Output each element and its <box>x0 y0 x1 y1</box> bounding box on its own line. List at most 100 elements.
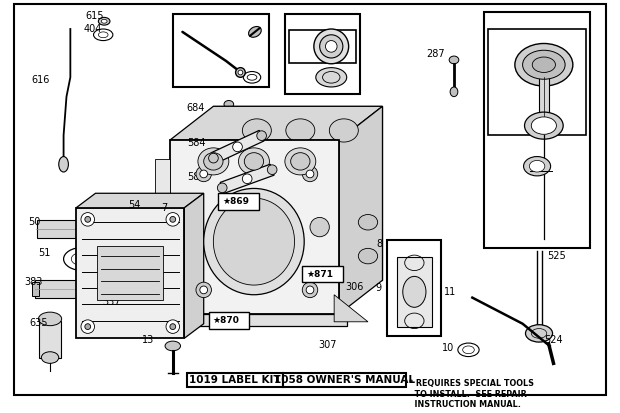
Ellipse shape <box>329 119 358 142</box>
Polygon shape <box>334 295 368 322</box>
Bar <box>35 280 81 298</box>
Circle shape <box>85 324 91 330</box>
Ellipse shape <box>529 160 545 172</box>
Text: ★871: ★871 <box>306 269 333 278</box>
Ellipse shape <box>242 119 272 142</box>
Circle shape <box>303 166 317 182</box>
Text: ★870: ★870 <box>213 316 239 325</box>
Ellipse shape <box>320 35 343 58</box>
Circle shape <box>267 165 277 175</box>
Circle shape <box>81 213 94 226</box>
Polygon shape <box>76 193 204 208</box>
Text: 8: 8 <box>377 239 383 249</box>
Text: 684: 684 <box>186 103 205 113</box>
Text: * REQUIRES SPECIAL TOOLS
  TO INSTALL.  SEE REPAIR
  INSTRUCTION MANUAL.: * REQUIRES SPECIAL TOOLS TO INSTALL. SEE… <box>409 379 534 409</box>
Text: 3: 3 <box>293 67 299 78</box>
Ellipse shape <box>526 325 552 342</box>
Bar <box>285 14 360 94</box>
Ellipse shape <box>244 153 264 170</box>
Circle shape <box>200 170 208 178</box>
Text: 847: 847 <box>488 16 508 26</box>
Ellipse shape <box>531 117 556 134</box>
Text: 51: 51 <box>38 248 51 258</box>
Ellipse shape <box>285 148 316 175</box>
Text: 383: 383 <box>24 277 42 287</box>
Text: 50: 50 <box>28 217 40 227</box>
Ellipse shape <box>42 352 59 363</box>
Ellipse shape <box>286 119 315 142</box>
Ellipse shape <box>99 17 110 25</box>
Bar <box>218 193 259 210</box>
Ellipse shape <box>198 148 229 175</box>
Circle shape <box>200 286 208 294</box>
Polygon shape <box>211 131 264 164</box>
Ellipse shape <box>358 248 378 264</box>
Polygon shape <box>184 193 204 338</box>
Ellipse shape <box>316 68 347 87</box>
Circle shape <box>166 213 180 226</box>
Text: 5: 5 <box>110 290 116 300</box>
Ellipse shape <box>38 312 61 326</box>
Polygon shape <box>220 164 274 193</box>
Text: 337: 337 <box>102 297 121 307</box>
Circle shape <box>306 170 314 178</box>
Circle shape <box>236 68 246 77</box>
Ellipse shape <box>59 157 68 172</box>
Ellipse shape <box>314 29 348 64</box>
Text: 562: 562 <box>231 19 249 29</box>
Text: 1: 1 <box>294 13 301 24</box>
Ellipse shape <box>291 153 310 170</box>
Bar <box>397 257 432 327</box>
Circle shape <box>196 282 211 298</box>
Ellipse shape <box>165 341 180 351</box>
Bar <box>170 140 339 314</box>
Text: 9: 9 <box>376 283 382 293</box>
Bar <box>187 373 283 387</box>
Ellipse shape <box>326 40 337 52</box>
Circle shape <box>166 320 180 333</box>
Circle shape <box>242 174 252 184</box>
Ellipse shape <box>523 157 551 176</box>
Bar <box>97 247 163 299</box>
Text: 505: 505 <box>210 70 228 81</box>
Ellipse shape <box>523 50 565 79</box>
Ellipse shape <box>204 153 223 170</box>
Ellipse shape <box>403 276 426 307</box>
Bar <box>78 282 86 296</box>
Ellipse shape <box>449 56 459 64</box>
Ellipse shape <box>224 100 234 108</box>
Ellipse shape <box>101 19 107 23</box>
Circle shape <box>208 153 218 163</box>
Circle shape <box>81 320 94 333</box>
Polygon shape <box>339 106 383 314</box>
Bar <box>283 373 406 387</box>
Text: 287: 287 <box>426 49 445 59</box>
Ellipse shape <box>525 112 563 139</box>
Ellipse shape <box>515 43 573 86</box>
Bar <box>289 30 356 63</box>
Circle shape <box>306 286 314 294</box>
Polygon shape <box>213 106 383 280</box>
Bar <box>303 266 343 282</box>
Bar <box>208 312 249 329</box>
Circle shape <box>170 324 175 330</box>
Text: 307: 307 <box>319 340 337 350</box>
Bar <box>539 77 549 128</box>
Text: 13: 13 <box>142 335 154 345</box>
Bar <box>488 29 587 135</box>
Circle shape <box>303 282 317 298</box>
Text: onlinemowerparts.com: onlinemowerparts.com <box>220 193 364 206</box>
Text: ★869: ★869 <box>222 197 249 206</box>
Text: 1058 OWNER'S MANUAL: 1058 OWNER'S MANUAL <box>274 375 415 385</box>
Circle shape <box>156 301 170 315</box>
Bar <box>76 208 184 338</box>
Ellipse shape <box>204 188 304 295</box>
Text: 1: 1 <box>289 18 295 28</box>
Circle shape <box>238 70 243 75</box>
Bar <box>388 240 441 336</box>
Circle shape <box>196 166 211 182</box>
Text: 404: 404 <box>84 24 102 34</box>
Ellipse shape <box>213 198 294 285</box>
Ellipse shape <box>532 57 556 72</box>
Text: ≠2: ≠2 <box>293 32 308 42</box>
